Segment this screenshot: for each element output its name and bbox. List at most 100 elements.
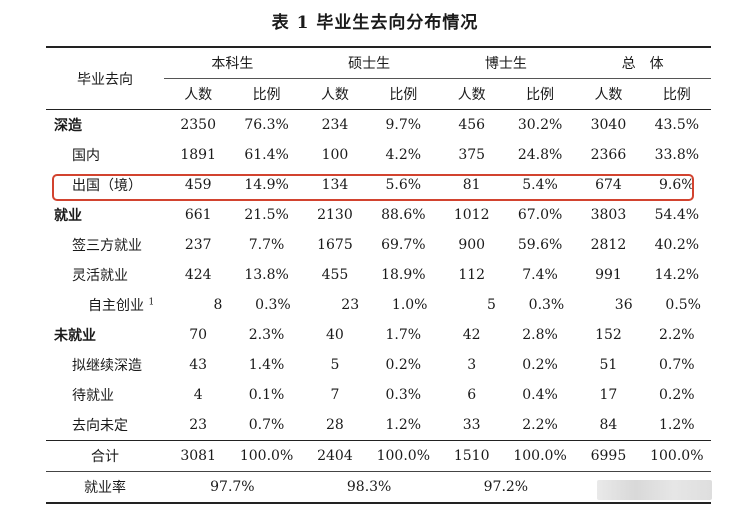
table-cell: 0.3%	[255, 297, 291, 313]
table-cell: 0.2%	[659, 387, 695, 403]
sub-header-ratio: 比例	[369, 78, 438, 110]
sub-header-count: 人数	[300, 78, 370, 110]
table-cell: 8	[213, 297, 223, 313]
table-cell: 21.5%	[244, 207, 289, 223]
row-label-text: 待就业	[72, 388, 114, 404]
table-cell: 1.7%	[385, 327, 422, 343]
row-label: 就业	[46, 200, 164, 230]
row-label-text: 签三方就业	[72, 238, 142, 254]
table-cell: 4.2%	[385, 147, 422, 163]
sub-header-count: 人数	[164, 78, 233, 110]
table-cell: 112	[458, 267, 486, 283]
table-cell: 14.9%	[244, 177, 289, 193]
row-label: 灵活就业	[46, 260, 164, 290]
table-cell: 84	[599, 417, 618, 433]
total-row: 合计 3081 100.0% 2404 100.0% 1510 100.0% 6…	[46, 440, 711, 472]
table-cell: 2.2%	[522, 417, 558, 433]
table-cell: 4	[193, 387, 203, 403]
table-cell: 9.6%	[659, 177, 695, 193]
table-cell: 1012	[453, 207, 490, 223]
table-cell: 24.8%	[517, 147, 563, 163]
table-row: 灵活就业 424 13.8% 455 18.9% 112 7.4% 991 14.2%	[46, 260, 711, 290]
table-cell: 54.4%	[654, 207, 700, 223]
table-cell: 5	[330, 357, 340, 373]
row-label-text: 自主创业	[88, 298, 144, 314]
table-cell: 2366	[590, 147, 627, 163]
total-label: 合计	[46, 440, 164, 472]
table-cell: 28	[326, 417, 344, 433]
table-cell: 6995	[574, 440, 643, 472]
table-cell: 2.3%	[248, 327, 285, 343]
table-cell: 134	[321, 177, 349, 193]
sub-header-ratio: 比例	[505, 78, 575, 110]
table-cell: 42	[462, 327, 481, 343]
table-cell: 6	[467, 387, 477, 403]
table-cell: 7	[330, 387, 340, 403]
table-cell: 69.7%	[381, 237, 426, 253]
header-row-sub: 人数 比例 人数 比例 人数 比例 人数 比例	[46, 78, 711, 110]
row-label: 拟继续深造	[46, 350, 164, 380]
table-cell: 61.4%	[244, 147, 289, 163]
rate-doctor: 97.2%	[437, 471, 575, 504]
sub-header-ratio: 比例	[232, 78, 301, 110]
table-cell: 3081	[164, 440, 233, 472]
table-cell: 152	[595, 327, 622, 343]
row-label-text: 未就业	[54, 328, 96, 344]
table-cell: 2812	[590, 237, 627, 253]
table-cell: 100.0%	[642, 440, 711, 472]
table-body: 深造 2350 76.3% 234 9.7% 456 30.2% 3040 43.5% 国内 189…	[46, 110, 711, 441]
table-cell: 70	[189, 327, 208, 343]
table-cell: 43.5%	[654, 117, 700, 133]
table-cell: 59.6%	[517, 237, 563, 253]
row-label: 去向未定	[46, 410, 164, 441]
employment-rate-row: 就业率 97.7% 98.3% 97.2%	[46, 471, 711, 504]
table-row: 签三方就业 237 7.7% 1675 69.7% 900 59.6% 2812 40.2%	[46, 230, 711, 260]
table-cell: 76.3%	[244, 117, 289, 133]
row-label: 深造	[46, 110, 164, 141]
sub-header-count: 人数	[437, 78, 506, 110]
table-cell: 424	[184, 267, 212, 283]
table-cell: 456	[458, 117, 486, 133]
table-cell: 33	[462, 417, 481, 433]
row-label: 出国（境）	[46, 170, 164, 200]
table-cell: 7.7%	[248, 237, 285, 253]
table-cell: 100.0%	[232, 440, 301, 472]
row-label-text: 灵活就业	[72, 268, 128, 284]
table-cell: 0.2%	[522, 357, 558, 373]
table-cell: 1.4%	[248, 357, 285, 373]
table-cell: 1.2%	[385, 417, 422, 433]
table-cell: 100.0%	[369, 440, 438, 472]
table-cell: 661	[184, 207, 212, 223]
table-cell: 100.0%	[505, 440, 575, 472]
table-row: 国内 1891 61.4% 100 4.2% 375 24.8% 2366 33.8%	[46, 140, 711, 170]
table-cell: 0.1%	[248, 387, 285, 403]
table-cell: 0.5%	[665, 297, 701, 313]
row-label: 国内	[46, 140, 164, 170]
group-header-doctor: 博士生	[437, 46, 575, 79]
table-cell: 991	[595, 267, 622, 283]
row-label: 待就业	[46, 380, 164, 410]
table-cell: 40	[326, 327, 344, 343]
table-row: 自主创业 1 8 0.3% 23 1.0% 5 0.3% 36 0.5%	[46, 290, 711, 320]
table-cell: 3040	[590, 117, 627, 133]
row-label: 未就业	[46, 320, 164, 350]
sub-header-ratio: 比例	[642, 78, 711, 110]
table-cell: 0.4%	[522, 387, 558, 403]
table-row: 拟继续深造 43 1.4% 5 0.2% 3 0.2% 51 0.7%	[46, 350, 711, 380]
header-row-groups: 毕业去向 本科生 硕士生 博士生 总 体	[46, 46, 711, 110]
highlight-box	[52, 174, 694, 201]
table-cell: 14.2%	[654, 267, 700, 283]
table-cell: 17	[599, 387, 618, 403]
table-cell: 0.3%	[528, 297, 565, 313]
table-cell: 88.6%	[381, 207, 426, 223]
table-cell: 13.8%	[244, 267, 289, 283]
table-cell: 234	[321, 117, 349, 133]
row-label-text: 深造	[54, 118, 82, 134]
table-cell: 7.4%	[522, 267, 558, 283]
table-row: 出国（境） 459 14.9% 134 5.6% 81 5.4% 674 9.6%	[46, 170, 711, 200]
table-cell: 0.3%	[385, 387, 422, 403]
table-cell: 5	[486, 297, 496, 313]
table-cell: 100	[321, 147, 349, 163]
table-cell: 1675	[317, 237, 353, 253]
table-caption: 表 1 毕业生去向分布情况	[271, 13, 479, 33]
